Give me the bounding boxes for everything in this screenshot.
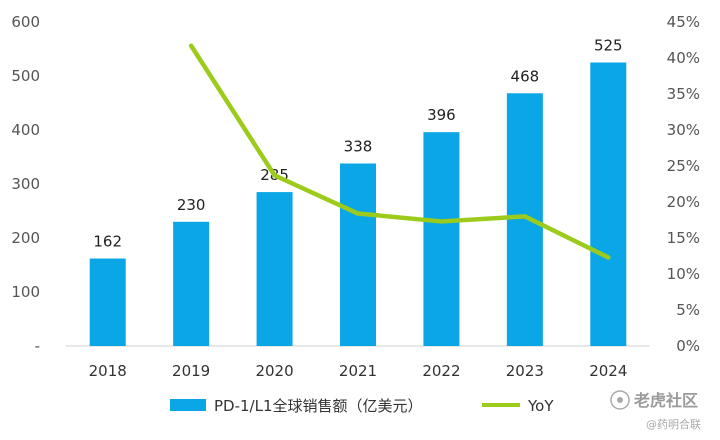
right-tick-label: 15%: [667, 229, 700, 247]
tiger-logo-eye-icon: [617, 397, 623, 403]
legend-label-sales: PD-1/L1全球销售额（亿美元）: [214, 397, 423, 415]
left-tick-label: 200: [11, 229, 40, 247]
right-tick-label: 40%: [667, 49, 700, 67]
bar: [89, 258, 126, 346]
x-tick-label: 2024: [589, 362, 627, 380]
x-axis-ticks: 2018 2019 2020 2021 2022 2023 2024: [89, 362, 628, 380]
bar: [173, 221, 210, 346]
legend: PD-1/L1全球销售额（亿美元） YoY: [170, 397, 554, 415]
bar: [256, 192, 293, 346]
left-tick-label: 600: [11, 13, 40, 31]
right-tick-label: 30%: [667, 121, 700, 139]
left-tick-label: 500: [11, 67, 40, 85]
watermark-handle: @药明合联: [646, 417, 701, 431]
right-axis-ticks: 0% 5% 10% 15% 20% 25% 30% 35% 40% 45%: [667, 13, 700, 355]
bar-data-label: 338: [344, 137, 373, 155]
yoy-line: [188, 43, 611, 260]
right-tick-label: 5%: [676, 301, 700, 319]
bar: [423, 132, 460, 346]
bar: [590, 62, 627, 346]
watermark-brand: 老虎社区: [633, 391, 698, 410]
x-tick-label: 2018: [89, 362, 127, 380]
left-tick-label: 400: [11, 121, 40, 139]
legend-label-yoy: YoY: [527, 397, 554, 415]
bar-data-label: 230: [177, 196, 206, 214]
right-tick-label: 10%: [667, 265, 700, 283]
tiger-logo-icon: [610, 390, 630, 410]
bar-data-label: 162: [93, 233, 122, 251]
left-tick-label: -: [35, 337, 40, 355]
x-tick-label: 2022: [422, 362, 460, 380]
left-axis-ticks: - 100 200 300 400 500 600: [11, 13, 40, 355]
right-tick-label: 45%: [667, 13, 700, 31]
x-tick-label: 2023: [506, 362, 544, 380]
yoy-line-series: [188, 43, 611, 260]
bar-data-label: 468: [511, 67, 540, 85]
left-tick-label: 100: [11, 283, 40, 301]
left-tick-label: 300: [11, 175, 40, 193]
right-tick-label: 35%: [667, 85, 700, 103]
x-tick-label: 2019: [172, 362, 210, 380]
right-tick-label: 25%: [667, 157, 700, 175]
bar-series: [89, 62, 627, 346]
x-tick-label: 2021: [339, 362, 377, 380]
right-tick-label: 20%: [667, 193, 700, 211]
right-tick-label: 0%: [676, 337, 700, 355]
bar-data-label: 396: [427, 106, 456, 124]
bar-data-label: 525: [594, 37, 623, 55]
bar: [506, 93, 543, 346]
bar: [340, 163, 376, 346]
x-tick-label: 2020: [255, 362, 293, 380]
watermark: 老虎社区 @药明合联: [610, 390, 701, 431]
legend-swatch-bar: [170, 399, 206, 411]
